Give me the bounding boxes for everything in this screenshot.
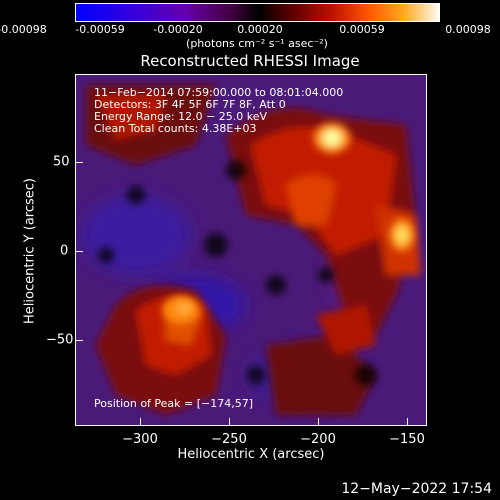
timestamp: 12−May−2022 17:54 [341, 481, 492, 497]
x-tick-mark [140, 418, 141, 426]
colorbar-tick-label: -0.00020 [153, 23, 203, 36]
colorbar-tick-label: -0.00098 [0, 23, 47, 36]
y-tick-label: −50 [46, 332, 74, 348]
colorbar-tick-label: 0.00098 [445, 23, 491, 36]
info-detectors: Detectors: 3F 4F 5F 6F 7F 8F, Att 0 [94, 98, 286, 111]
y-axis-title: Heliocentric Y (arcsec) [22, 178, 38, 324]
y-tick-mark [75, 162, 83, 163]
page-title: Reconstructed RHESSI Image [140, 52, 360, 70]
colorbar-unit-label: (photons cm⁻² s⁻¹ asec⁻²) [186, 37, 328, 50]
y-tick-mark [75, 251, 83, 252]
info-time-range: 11−Feb−2014 07:59:00.000 to 08:01:04.000 [94, 86, 344, 99]
colorbar-tick-label: 0.00020 [237, 23, 283, 36]
x-tick-label: −250 [211, 432, 247, 447]
plot-frame [75, 74, 427, 426]
x-tick-label: −150 [389, 432, 425, 447]
info-energy-range: Energy Range: 12.0 − 25.0 keV [94, 110, 268, 123]
info-clean-counts: Clean Total counts: 4.38E+03 [94, 122, 257, 135]
x-tick-mark [407, 418, 408, 426]
rhessi-image [76, 75, 426, 425]
y-tick-mark [75, 340, 83, 341]
colorbar-tick-label: 0.00059 [339, 23, 385, 36]
x-tick-label: −200 [300, 432, 336, 447]
colorbar [75, 3, 440, 22]
y-tick-label: 0 [60, 243, 69, 259]
colorbar-tick-label: -0.00059 [75, 23, 125, 36]
x-tick-mark [229, 418, 230, 426]
x-axis-title: Heliocentric X (arcsec) [177, 447, 325, 462]
x-tick-label: −300 [122, 432, 158, 447]
x-tick-mark [318, 418, 319, 426]
info-peak-position: Position of Peak = [−174,57] [94, 397, 254, 410]
y-tick-label: 50 [53, 154, 70, 170]
